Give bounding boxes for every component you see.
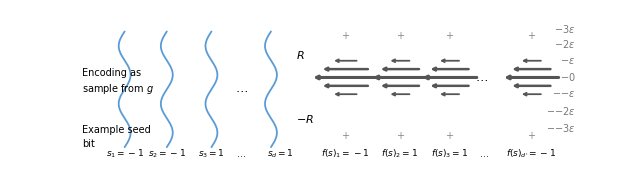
- Text: $-2\varepsilon$: $-2\varepsilon$: [554, 38, 575, 50]
- Text: $\ldots$: $\ldots$: [479, 150, 489, 159]
- Text: $\ldots$: $\ldots$: [236, 150, 246, 159]
- Text: $f(s)_2 = 1$: $f(s)_2 = 1$: [381, 148, 419, 160]
- Text: $-{-\varepsilon}$: $-{-\varepsilon}$: [552, 89, 575, 99]
- Text: $s_1 = -1$: $s_1 = -1$: [106, 148, 143, 160]
- Text: +: +: [527, 31, 535, 41]
- Text: Example seed: Example seed: [82, 125, 151, 135]
- Text: $-0$: $-0$: [560, 71, 575, 83]
- Text: $-{-2\varepsilon}$: $-{-2\varepsilon}$: [546, 105, 575, 117]
- Text: $f(s)_1 = -1$: $f(s)_1 = -1$: [321, 148, 369, 160]
- Text: $f(s)_3 = 1$: $f(s)_3 = 1$: [431, 148, 468, 160]
- Text: +: +: [445, 131, 454, 141]
- Text: $-{-3\varepsilon}$: $-{-3\varepsilon}$: [546, 122, 575, 134]
- Text: +: +: [341, 31, 349, 41]
- Text: $-R$: $-R$: [296, 113, 314, 125]
- Text: bit: bit: [82, 139, 95, 149]
- Text: $f(s)_{d'} = -1$: $f(s)_{d'} = -1$: [506, 148, 556, 160]
- Text: $s_3 = 1$: $s_3 = 1$: [198, 148, 225, 160]
- Text: +: +: [341, 131, 349, 141]
- Text: $\ldots$: $\ldots$: [235, 82, 248, 95]
- Text: $s_2 = -1$: $s_2 = -1$: [148, 148, 186, 160]
- Text: +: +: [396, 131, 404, 141]
- Text: sample from $g$: sample from $g$: [82, 82, 154, 96]
- Text: $R$: $R$: [296, 49, 305, 61]
- Text: +: +: [396, 31, 404, 41]
- Text: Encoding as: Encoding as: [82, 68, 141, 78]
- Text: $-3\varepsilon$: $-3\varepsilon$: [554, 23, 575, 35]
- Text: +: +: [527, 131, 535, 141]
- Text: +: +: [445, 31, 454, 41]
- Text: $-\varepsilon$: $-\varepsilon$: [561, 56, 575, 66]
- Text: $\ldots$: $\ldots$: [476, 71, 488, 84]
- Text: $s_d = 1$: $s_d = 1$: [268, 148, 294, 160]
